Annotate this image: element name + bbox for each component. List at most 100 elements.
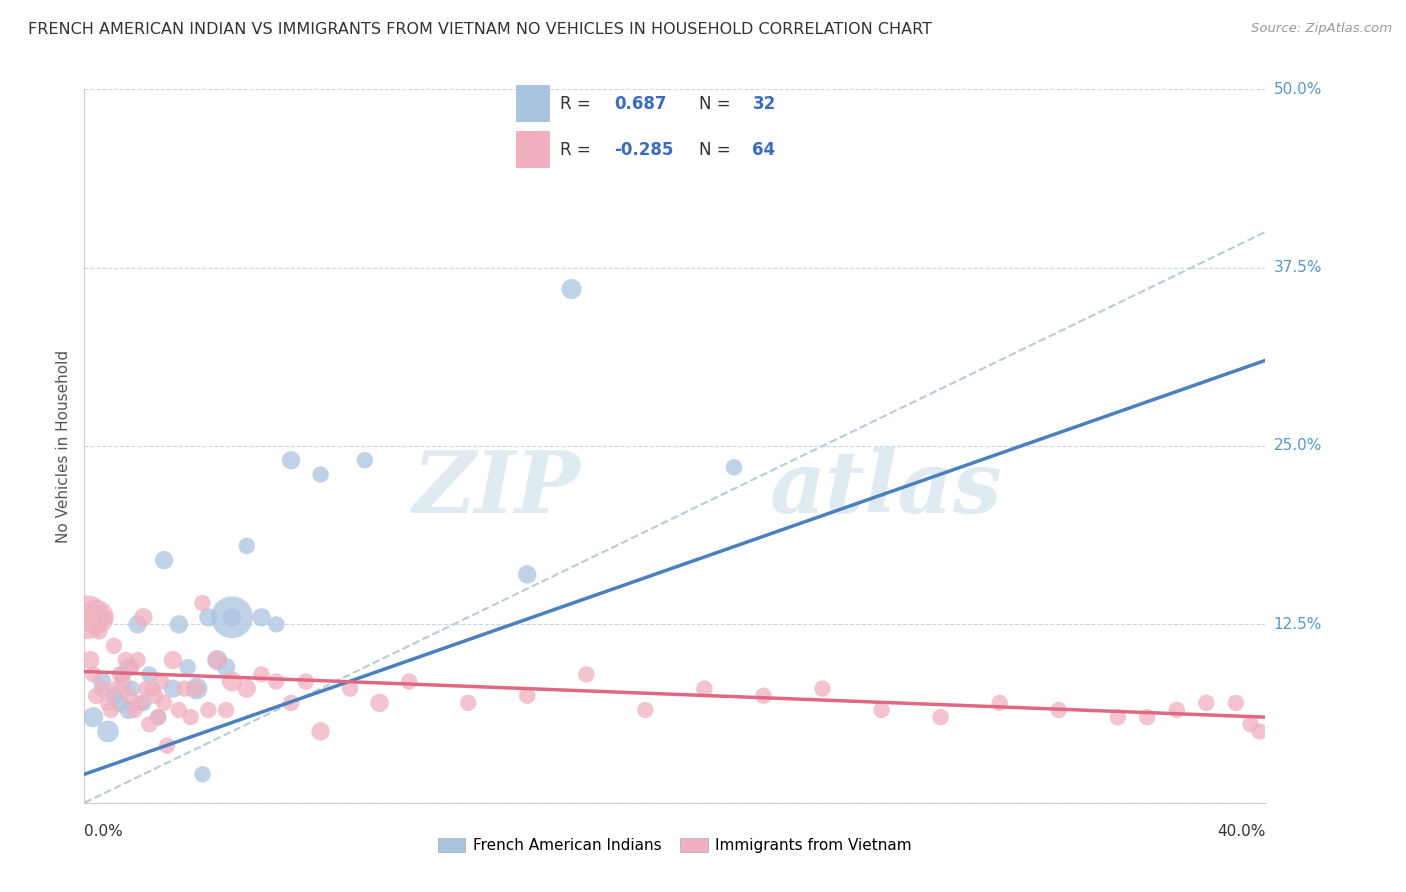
Point (575, 667, 598, 681)
Text: 37.5%: 37.5% (1274, 260, 1322, 275)
Point (205, 653, 228, 667)
Point (221, 674, 243, 689)
Text: 0.0%: 0.0% (84, 824, 124, 839)
Point (197, 703, 219, 717)
Point (929, 710, 952, 724)
Text: N =: N = (699, 141, 735, 159)
Point (264, 617, 288, 632)
Point (295, 674, 318, 689)
Point (118, 660, 141, 674)
Point (221, 610, 243, 624)
Point (309, 724, 332, 739)
Point (250, 667, 273, 681)
Point (84, 689, 107, 703)
Point (235, 539, 259, 553)
Point (150, 674, 173, 689)
Point (162, 653, 184, 667)
Point (215, 703, 238, 717)
Point (91, 681, 114, 696)
Point (97, 724, 120, 739)
Point (118, 689, 141, 703)
Point (105, 681, 128, 696)
Point (191, 596, 214, 610)
Point (129, 696, 152, 710)
Point (186, 681, 208, 696)
Point (173, 681, 195, 696)
Point (1136, 710, 1159, 724)
Text: 40.0%: 40.0% (1218, 824, 1265, 839)
Point (205, 653, 228, 667)
Point (97, 696, 120, 710)
Point (811, 681, 834, 696)
Point (457, 696, 479, 710)
Point (121, 681, 143, 696)
Point (1047, 703, 1070, 717)
Point (1225, 696, 1247, 710)
Point (215, 660, 238, 674)
Text: 64: 64 (752, 141, 776, 159)
Point (153, 696, 176, 710)
Point (309, 467, 332, 482)
Point (91, 674, 114, 689)
Point (84, 610, 107, 624)
Point (339, 681, 361, 696)
Point (127, 617, 149, 632)
Point (186, 681, 208, 696)
Point (156, 739, 179, 753)
Point (250, 610, 273, 624)
Text: R =: R = (560, 141, 596, 159)
Text: Source: ZipAtlas.com: Source: ZipAtlas.com (1251, 22, 1392, 36)
Point (167, 703, 190, 717)
Text: 32: 32 (752, 95, 776, 112)
Point (87, 624, 111, 639)
Point (162, 681, 184, 696)
Point (870, 703, 893, 717)
Point (103, 689, 125, 703)
Legend: French American Indians, Immigrants from Vietnam: French American Indians, Immigrants from… (432, 832, 918, 859)
Point (118, 703, 141, 717)
Text: 0.687: 0.687 (614, 95, 666, 112)
Point (177, 660, 200, 674)
Point (148, 710, 170, 724)
Point (264, 674, 288, 689)
Point (148, 710, 170, 724)
Point (752, 689, 775, 703)
Point (138, 717, 160, 731)
Point (280, 453, 302, 467)
Y-axis label: No Vehicles in Household: No Vehicles in Household (56, 350, 72, 542)
Point (132, 696, 155, 710)
Point (516, 567, 538, 582)
Point (197, 610, 219, 624)
Point (1107, 710, 1129, 724)
Point (143, 689, 166, 703)
Point (354, 453, 377, 467)
Point (114, 653, 136, 667)
Point (111, 674, 134, 689)
Point (1249, 724, 1271, 739)
Point (124, 703, 146, 717)
Point (221, 610, 243, 624)
Point (191, 767, 214, 781)
Point (280, 696, 302, 710)
Point (398, 674, 420, 689)
Text: 12.5%: 12.5% (1274, 617, 1322, 632)
Point (368, 696, 391, 710)
Point (121, 660, 143, 674)
Point (634, 703, 657, 717)
Point (94, 610, 117, 624)
Text: 50.0%: 50.0% (1274, 82, 1322, 96)
Point (723, 460, 745, 475)
Point (127, 653, 149, 667)
Bar (516, 85, 550, 122)
Point (1166, 703, 1188, 717)
Point (167, 617, 190, 632)
Bar (516, 131, 550, 168)
Point (693, 681, 716, 696)
Point (1195, 696, 1218, 710)
Point (988, 696, 1011, 710)
Text: FRENCH AMERICAN INDIAN VS IMMIGRANTS FROM VIETNAM NO VEHICLES IN HOUSEHOLD CORRE: FRENCH AMERICAN INDIAN VS IMMIGRANTS FRO… (28, 22, 932, 37)
Point (141, 681, 163, 696)
Point (135, 681, 157, 696)
Point (235, 681, 259, 696)
Point (138, 667, 160, 681)
